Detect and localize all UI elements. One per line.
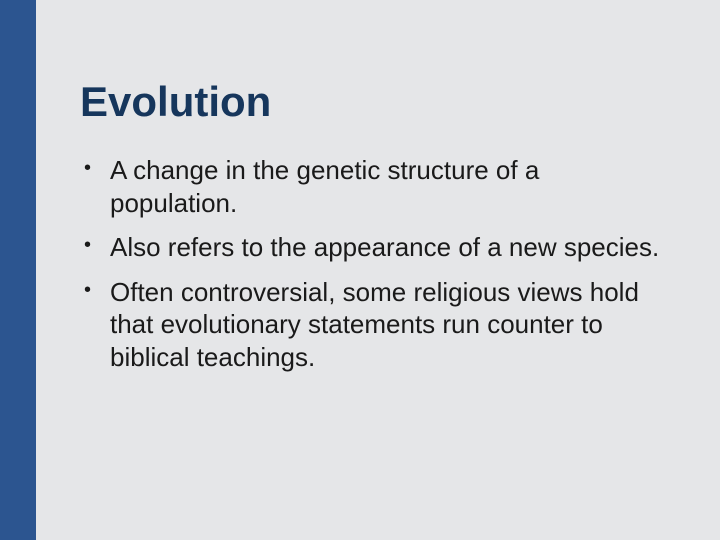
- bullet-list: A change in the genetic structure of a p…: [80, 154, 670, 373]
- bullet-item: Often controversial, some religious view…: [106, 276, 670, 374]
- bullet-item: Also refers to the appearance of a new s…: [106, 231, 670, 264]
- slide-content: Evolution A change in the genetic struct…: [80, 78, 670, 385]
- sidebar-accent: [0, 0, 36, 540]
- slide-title: Evolution: [80, 78, 670, 126]
- bullet-item: A change in the genetic structure of a p…: [106, 154, 670, 219]
